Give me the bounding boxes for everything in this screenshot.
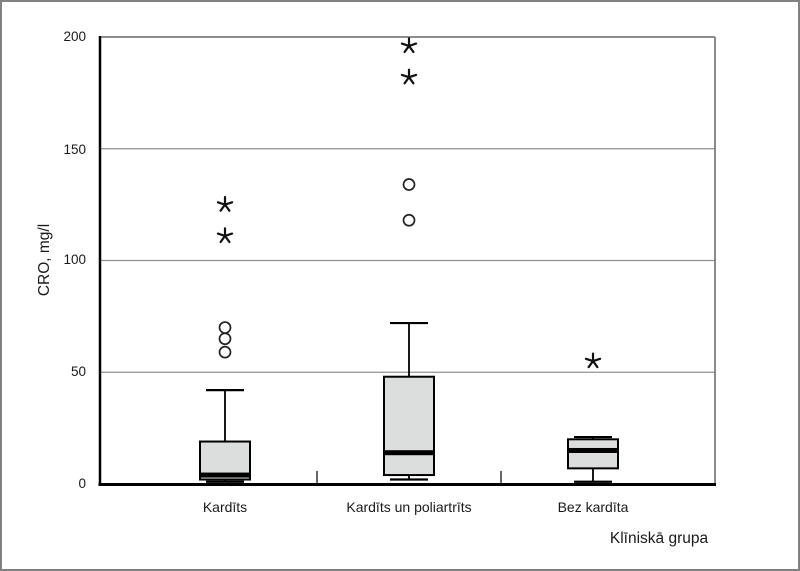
y-tick-label: 100	[63, 252, 86, 267]
outlier-circle-marker	[218, 321, 232, 334]
extreme-star-marker	[216, 196, 234, 212]
box-iqr	[383, 375, 435, 477]
y-tick-label: 200	[63, 29, 86, 44]
outlier-circle-marker	[218, 345, 232, 359]
y-tick-label: 150	[63, 142, 86, 157]
y-tick-label: 0	[78, 476, 86, 491]
outlier-circle-marker	[402, 178, 416, 191]
outlier-circle-marker	[402, 213, 416, 227]
y-tick-label: 50	[70, 364, 86, 379]
category-label: Kardīts un poliartrīts	[346, 499, 472, 515]
median-line	[383, 450, 435, 456]
category-label: Kardīts	[202, 499, 248, 515]
median-line	[199, 472, 251, 478]
outlier-circle-marker	[218, 332, 232, 346]
category-label: Bez kardīta	[557, 499, 629, 515]
extreme-star-marker	[400, 37, 418, 54]
median-line	[567, 447, 619, 453]
extreme-star-marker	[584, 352, 602, 369]
extreme-star-marker	[400, 68, 418, 85]
x-axis-title: Klīniskā grupa	[609, 530, 709, 547]
extreme-star-marker	[216, 227, 234, 244]
box-iqr	[567, 438, 619, 470]
y-axis-title: CRO, mg/l	[36, 223, 53, 297]
